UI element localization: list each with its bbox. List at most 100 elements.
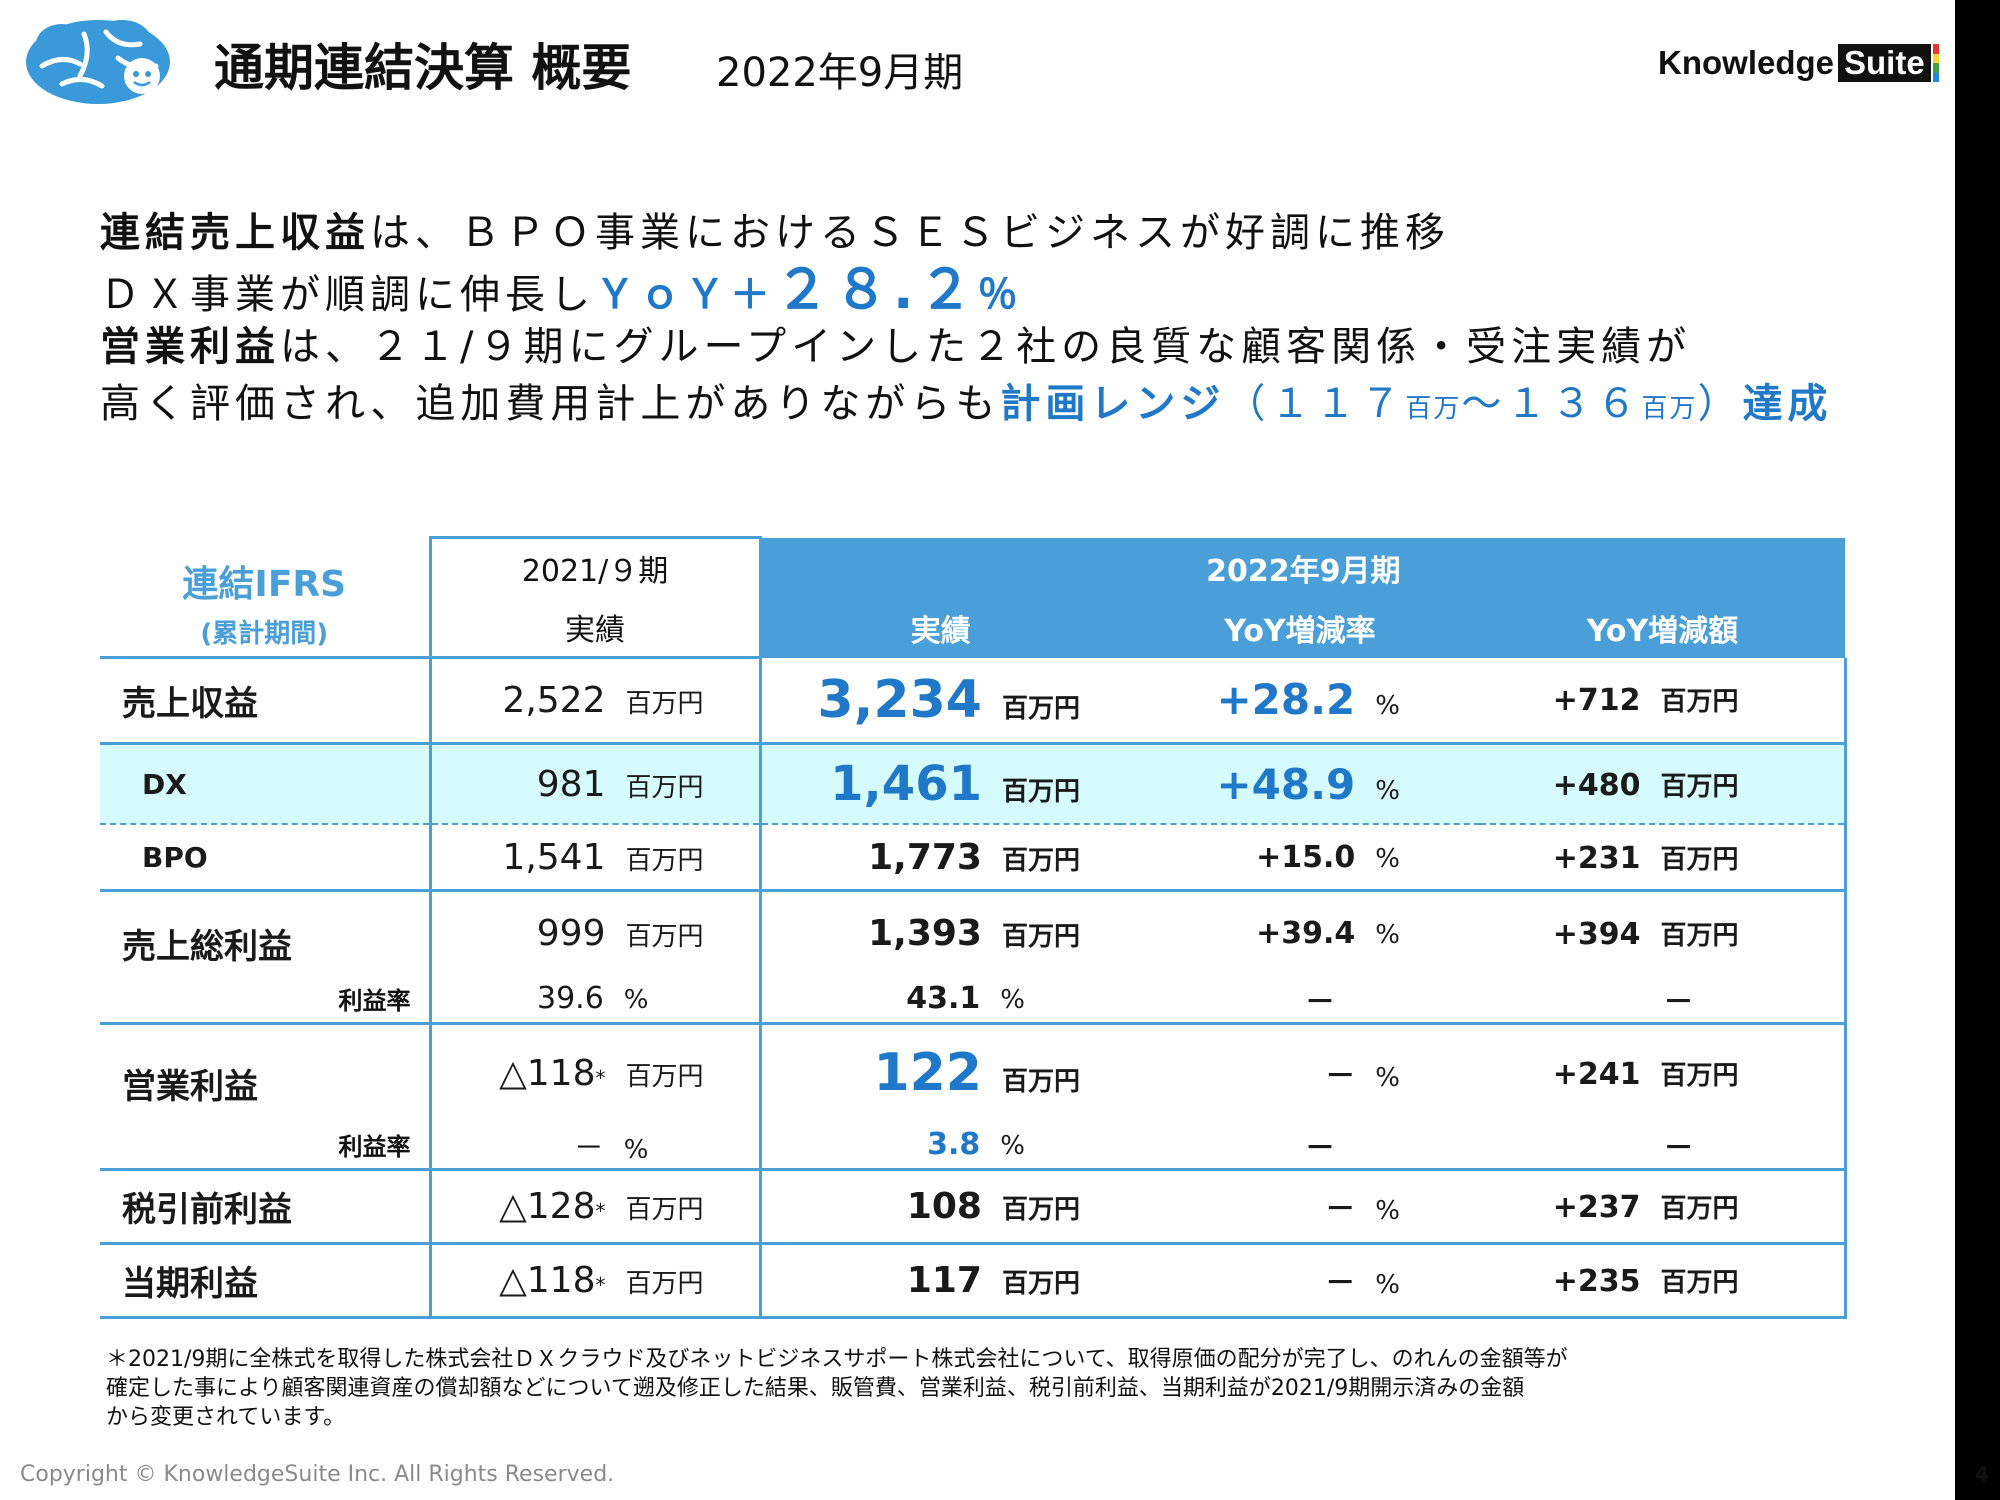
unit-label: 百万円 xyxy=(625,922,704,953)
lead-summary: 連結売上収益は、ＢＰＯ事業におけるＳＥＳビジネスが好調に推移 ＤＸ事業が順調に伸… xyxy=(100,205,1900,432)
footnote-line-3: から変更されています。 xyxy=(106,1405,346,1430)
yoy-rate-cell: +48.9% xyxy=(1120,743,1480,825)
current-margin-value: 43.1 xyxy=(906,981,981,1017)
yoy-amount-value: +712 xyxy=(1552,683,1641,719)
lead-line-2-text: ＤＸ事業が順調に伸長し xyxy=(100,272,595,318)
lead-line-1-text: は、ＢＰＯ事業におけるＳＥＳビジネスが好調に推移 xyxy=(370,210,1450,256)
lead-yoy-value: ２８.２ xyxy=(775,258,978,321)
prev-value: △118 xyxy=(499,1052,596,1094)
lead-paren-close: ） xyxy=(1697,381,1743,427)
brain-logo-icon xyxy=(26,20,170,104)
page-period: 2022年9月期 xyxy=(716,50,964,96)
current-value: 1,461 xyxy=(830,756,982,813)
prev-value: △118 xyxy=(499,1259,596,1301)
current-value: 117 xyxy=(906,1259,982,1301)
margin-dash: － xyxy=(1305,984,1335,1020)
row-label: 当期利益 xyxy=(100,1243,430,1320)
unit-label: 百万円 xyxy=(1660,921,1739,952)
lead-op-profit-label: 営業利益 xyxy=(100,324,280,370)
percent-label: % xyxy=(1375,1270,1400,1301)
table-row-dx: DX 981 百万円 1,461 百万円 +48.9% +480 百万円 xyxy=(100,743,1847,825)
yoy-rate-cell: +15.0% xyxy=(1120,823,1480,893)
yoy-amount-header: YoY増減額 xyxy=(1480,597,1846,658)
table-row-pretax-profit: 税引前利益 △128 * 百万円 108 百万円 －% +237 百万円 xyxy=(100,1169,1847,1245)
lead-line-4-text: 高く評価され、追加費用計上がありながらも xyxy=(100,381,1001,427)
lead-range-low-unit: 百万 xyxy=(1405,394,1462,424)
current-actual-header: 実績 xyxy=(760,597,1120,658)
unit-label: 百万円 xyxy=(625,1268,704,1299)
brand-main-text: Knowledge xyxy=(1658,44,1835,81)
percent-label: % xyxy=(1375,843,1400,874)
footnote-line-1: ＊2021/9期に全株式を取得した株式会社ＤＸクラウド及びネットビジネスサポート… xyxy=(106,1347,1568,1372)
yoy-amount-cell: +480 百万円 xyxy=(1480,743,1847,825)
prev-value-cell: △128 * 百万円 xyxy=(428,1169,762,1245)
prev-value-cell: △118 * 百万円 xyxy=(428,1243,762,1320)
brand-box-text: Suite xyxy=(1838,44,1931,82)
prev-value: 2,522 xyxy=(502,680,606,722)
current-value: 1,393 xyxy=(868,913,982,955)
page-title: 通期連結決算 概要 xyxy=(214,39,632,97)
unit-label: 百万円 xyxy=(625,845,704,876)
table-row-operating-profit: 営業利益 利益率 △118 * 百万円 －% 122 百万円 3.8% －% － +2 xyxy=(100,1023,1847,1171)
unit-label: 百万円 xyxy=(1660,844,1739,875)
prev-value-cell: △118 * 百万円 －% xyxy=(428,1023,762,1171)
footnote: ＊2021/9期に全株式を取得した株式会社ＤＸクラウド及びネットビジネスサポート… xyxy=(106,1345,1866,1432)
table-row-bpo: BPO 1,541 百万円 1,773 百万円 +15.0% +231 百万円 xyxy=(100,823,1847,893)
footnote-line-2: 確定した事により顧客関連資産の償却額などについて遡及修正した結果、販管費、営業利… xyxy=(106,1376,1525,1401)
brand-stripes-icon xyxy=(1932,44,1939,82)
lead-line-3-text: は、２１/９期にグループインした２社の良質な顧客関係・受注実績が xyxy=(280,324,1692,370)
current-value-cell: 1,461 百万円 xyxy=(760,743,1120,825)
percent-label: % xyxy=(1000,1131,1025,1162)
prev-period-header: 2021/９期 xyxy=(428,535,762,598)
current-value: 108 xyxy=(906,1185,982,1227)
current-margin-value: 3.8 xyxy=(927,1127,981,1163)
unit-label: 百万円 xyxy=(625,689,704,720)
financial-summary-table: 連結IFRS (累計期間) 2021/９期 2022年9月期 実績 実績 YoY… xyxy=(100,535,1847,1320)
yoy-rate-cell: －% xyxy=(1120,1169,1480,1245)
percent-label: % xyxy=(1000,985,1025,1016)
prev-actual-header: 実績 xyxy=(428,597,762,660)
footnote-star: * xyxy=(595,1198,606,1223)
yoy-rate-cell: －% － xyxy=(1120,1023,1480,1171)
current-value-cell: 1,773 百万円 xyxy=(760,823,1120,893)
unit-label: 百万円 xyxy=(1001,922,1080,953)
yoy-amount-cell: +241 百万円 － xyxy=(1480,1023,1847,1171)
current-value-cell: 3,234 百万円 xyxy=(760,657,1120,746)
unit-label: 百万円 xyxy=(1001,1194,1080,1225)
margin-dash: － xyxy=(1663,1130,1694,1166)
lead-line-4: 高く評価され、追加費用計上がありながらも計画レンジ（１１７百万～１３６百万）達成 xyxy=(100,376,1900,432)
yoy-rate-value: － xyxy=(1325,1059,1356,1095)
lead-paren-open: （ xyxy=(1225,381,1271,427)
unit-label: 百万円 xyxy=(1660,771,1739,802)
current-value-cell: 117 百万円 xyxy=(760,1243,1120,1320)
yoy-amount-cell: +712 百万円 xyxy=(1480,657,1847,746)
current-value-cell: 108 百万円 xyxy=(760,1169,1120,1245)
yoy-rate-value: +39.4 xyxy=(1256,916,1356,952)
yoy-rate-value: +48.9 xyxy=(1216,759,1356,809)
percent-label: % xyxy=(623,1134,649,1165)
margin-label: 利益率 xyxy=(338,987,411,1016)
yoy-amount-value: +237 xyxy=(1552,1189,1641,1225)
prev-value: 1,541 xyxy=(502,836,606,878)
row-label: 売上収益 xyxy=(100,657,430,746)
prev-value: 981 xyxy=(536,763,606,805)
prev-value-cell: 981 百万円 xyxy=(428,743,762,825)
row-label: BPO xyxy=(100,823,430,893)
row-label: DX xyxy=(100,743,430,825)
percent-label: % xyxy=(623,985,649,1016)
unit-label: 百万円 xyxy=(1001,693,1080,724)
table-corner: 連結IFRS (累計期間) xyxy=(100,537,430,660)
current-value-cell: 122 百万円 3.8% xyxy=(760,1023,1120,1171)
unit-label: 百万円 xyxy=(1660,1193,1739,1224)
yoy-amount-cell: +231 百万円 xyxy=(1480,823,1847,893)
yoy-amount-value: +394 xyxy=(1552,917,1641,953)
prev-value-cell: 999 百万円 39.6% xyxy=(428,890,762,1025)
current-value: 3,234 xyxy=(817,669,982,730)
lead-achieved-label: 達成 xyxy=(1742,381,1833,427)
right-edge-bar xyxy=(1955,0,2000,1500)
table-corner-subtitle: (累計期間) xyxy=(200,619,329,650)
unit-label: 百万円 xyxy=(1001,777,1080,808)
yoy-amount-cell: +394 百万円 － xyxy=(1480,890,1847,1025)
unit-label: 百万円 xyxy=(1660,687,1739,718)
lead-line-3: 営業利益は、２１/９期にグループインした２社の良質な顧客関係・受注実績が xyxy=(100,319,1900,375)
